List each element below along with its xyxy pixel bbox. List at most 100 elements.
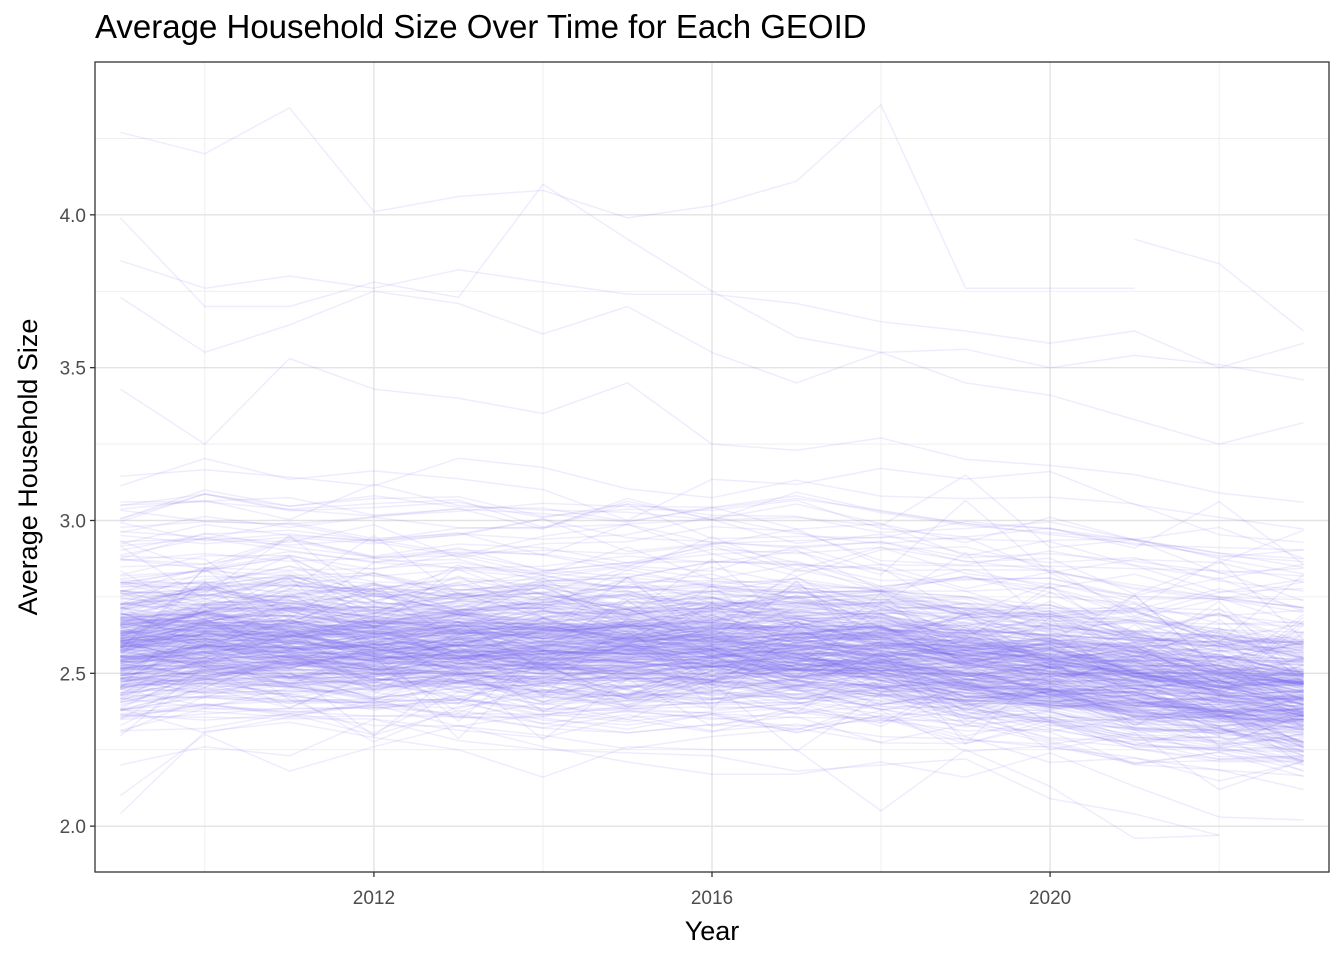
series-line bbox=[120, 624, 1304, 712]
series-line bbox=[120, 620, 1304, 701]
series-line bbox=[119, 357, 1304, 503]
series-line bbox=[120, 655, 1304, 763]
series-line bbox=[120, 518, 1304, 592]
series-line bbox=[120, 649, 1304, 716]
series-line bbox=[120, 652, 1304, 710]
y-tick-label: 4.0 bbox=[60, 206, 86, 227]
series-line bbox=[120, 628, 1304, 706]
series-line bbox=[120, 623, 1304, 694]
series-line bbox=[120, 605, 1304, 675]
series-line bbox=[119, 561, 1304, 657]
series-line bbox=[120, 639, 1304, 716]
series-line bbox=[120, 614, 1304, 691]
series-line bbox=[120, 626, 1304, 689]
series-line bbox=[120, 605, 1304, 673]
series-line bbox=[120, 489, 1305, 566]
series-line bbox=[120, 578, 1304, 665]
series-line bbox=[120, 612, 1304, 667]
series-line bbox=[120, 585, 1304, 683]
series-line bbox=[120, 592, 1304, 666]
series-line bbox=[120, 671, 1304, 745]
series-line bbox=[120, 624, 1304, 718]
series-line bbox=[120, 611, 1304, 678]
series-line bbox=[120, 635, 1304, 706]
series-line bbox=[120, 605, 1305, 682]
series-line bbox=[120, 644, 1304, 721]
series-line bbox=[120, 620, 1305, 688]
series-line bbox=[120, 594, 1304, 684]
series-line bbox=[120, 647, 1304, 708]
series-line bbox=[120, 675, 1304, 757]
series-line bbox=[120, 657, 1304, 727]
series-line bbox=[120, 632, 1304, 710]
series-line bbox=[120, 552, 1304, 649]
series-line bbox=[120, 592, 1304, 659]
series-line bbox=[120, 636, 1304, 702]
series-line bbox=[120, 666, 1304, 730]
series-line bbox=[120, 591, 1304, 654]
series-line bbox=[120, 655, 1304, 749]
series-line bbox=[120, 588, 1304, 641]
series-line bbox=[120, 616, 1304, 700]
series-line bbox=[119, 567, 1304, 688]
series-line bbox=[120, 584, 1304, 662]
series-line bbox=[120, 631, 1304, 697]
series-line bbox=[120, 570, 1304, 748]
series-line bbox=[120, 557, 1304, 644]
series-line bbox=[120, 667, 1304, 728]
series-line bbox=[120, 493, 1304, 563]
series-line bbox=[120, 589, 1304, 678]
series-line bbox=[120, 577, 1304, 646]
series-line bbox=[120, 636, 1304, 727]
series-line bbox=[120, 645, 1304, 736]
series-line bbox=[120, 607, 1304, 685]
series-line bbox=[120, 607, 1305, 684]
series-line bbox=[120, 613, 1304, 710]
series-line bbox=[120, 627, 1304, 689]
series-line bbox=[120, 614, 1304, 683]
series-line bbox=[120, 608, 1304, 673]
series-line bbox=[120, 576, 1304, 655]
series-line bbox=[120, 610, 1304, 673]
series-line bbox=[120, 620, 1304, 691]
series-line bbox=[119, 594, 1304, 689]
series-line bbox=[120, 650, 1305, 731]
series-line bbox=[120, 672, 1304, 752]
series-line bbox=[120, 594, 1304, 697]
series-line bbox=[120, 532, 1304, 601]
series-line bbox=[120, 619, 1304, 686]
series-line bbox=[120, 634, 1304, 714]
series-line bbox=[120, 702, 1304, 761]
series-line bbox=[120, 654, 1304, 731]
series-line bbox=[120, 709, 1304, 778]
series-line bbox=[120, 662, 1304, 726]
series-line bbox=[120, 663, 1304, 734]
series-line bbox=[120, 586, 1304, 659]
series-line bbox=[119, 617, 1304, 746]
series-line bbox=[120, 638, 1304, 700]
series-line bbox=[120, 659, 1304, 727]
series-line bbox=[120, 614, 1304, 683]
series-line bbox=[120, 581, 1304, 688]
series-line bbox=[120, 685, 1304, 750]
series-line bbox=[120, 610, 1304, 705]
series-line bbox=[120, 565, 1304, 646]
series-line bbox=[120, 583, 1304, 645]
series-line bbox=[120, 572, 1304, 648]
series-line bbox=[120, 625, 1304, 681]
series-line bbox=[120, 652, 1304, 724]
series-line bbox=[120, 574, 1304, 651]
series-line bbox=[120, 631, 1304, 687]
series-line bbox=[120, 646, 1304, 718]
series-line bbox=[120, 603, 1304, 649]
series-line bbox=[120, 639, 1304, 700]
series-line bbox=[119, 580, 1304, 706]
y-tick-label: 2.0 bbox=[60, 817, 86, 838]
series-line bbox=[120, 661, 1304, 714]
x-tick-label: 2016 bbox=[691, 888, 733, 909]
series-line bbox=[120, 644, 1304, 711]
series-line bbox=[120, 630, 1305, 717]
x-tick-label: 2020 bbox=[1029, 888, 1071, 909]
series-line bbox=[120, 590, 1304, 686]
series-line bbox=[120, 662, 1304, 720]
